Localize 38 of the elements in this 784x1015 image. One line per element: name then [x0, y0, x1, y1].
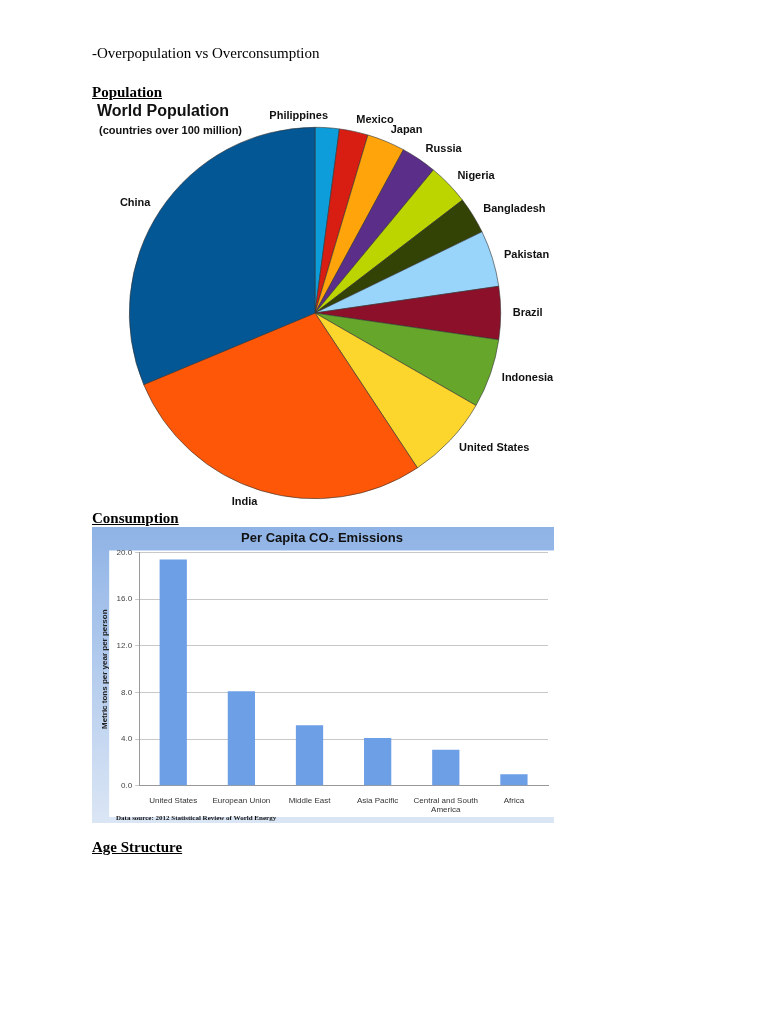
chart-title: World Population [97, 102, 230, 119]
y-axis-title: Metric tons per year per person [100, 609, 109, 729]
x-tick-label: United States [149, 795, 198, 805]
y-tick-label: 4.0 [121, 734, 133, 744]
text: Consumption [92, 510, 179, 527]
text: (countries over 100 million) [99, 124, 243, 136]
slice-label: China [119, 196, 152, 209]
bar [159, 559, 187, 786]
y-tick-label: 8.0 [121, 687, 133, 697]
slice-label: Pakistan [503, 247, 550, 260]
slice-label: Nigeria [457, 168, 496, 181]
x-tick-label: Asia Pacific [356, 795, 399, 805]
slice-label: Japan [390, 123, 423, 136]
bar [295, 725, 324, 786]
text: Population [92, 84, 163, 101]
slice-label: Philippines [269, 108, 329, 121]
slice-label: India [231, 495, 259, 508]
slice-label: Indonesia [501, 370, 555, 383]
y-tick-label: 12.0 [116, 641, 133, 651]
slice-label: Bangladesh [483, 202, 546, 215]
slice-label: Russia [425, 142, 463, 155]
x-tick-label: European Union [212, 795, 271, 805]
x-tick-label: Central and South America [413, 795, 479, 815]
y-tick-label: 16.0 [116, 594, 133, 604]
chart-title: Per Capita CO₂ Emissions [241, 530, 403, 546]
bar [500, 774, 528, 786]
x-tick-label: Middle East [288, 795, 332, 805]
x-tick-label: Africa [503, 795, 525, 805]
text: -Overpopulation vs Overconsumption [92, 45, 320, 62]
bar [364, 737, 392, 786]
bar [227, 691, 256, 786]
slice-label: United States [459, 441, 530, 454]
y-tick-label: 20.0 [116, 547, 133, 557]
slice-label: Mexico [356, 112, 394, 125]
slice-label: Brazil [512, 306, 543, 319]
bar [432, 749, 460, 786]
y-tick-label: 0.0 [121, 781, 133, 790]
text: Age Structure [92, 839, 183, 856]
